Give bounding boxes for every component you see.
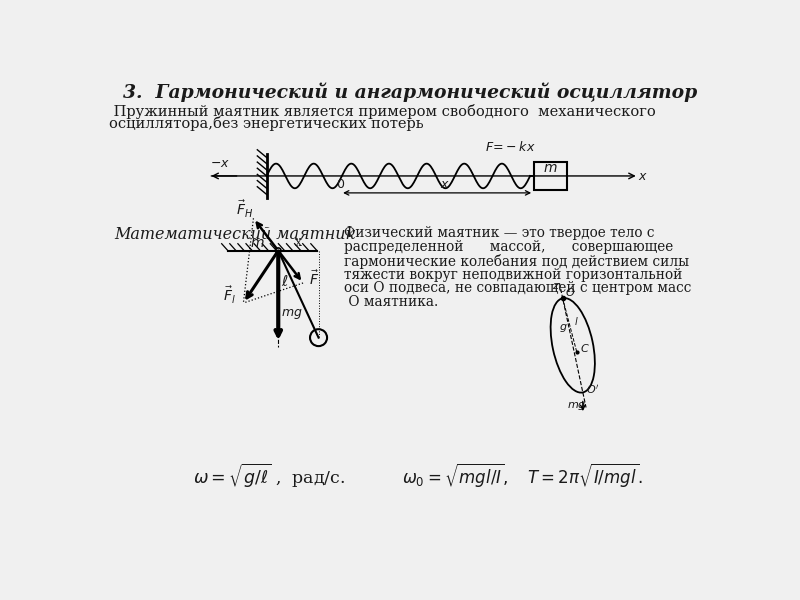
Text: $mg$: $mg$: [282, 307, 303, 321]
Circle shape: [275, 248, 281, 253]
Text: $C$: $C$: [581, 341, 590, 353]
Text: O маятника.: O маятника.: [344, 295, 438, 310]
Text: распределенной      массой,      совершающее: распределенной массой, совершающее: [344, 240, 674, 254]
Text: Пружинный маятник является примером свободного  механического: Пружинный маятник является примером своб…: [110, 104, 656, 119]
Text: $F\!=\!-kx$: $F\!=\!-kx$: [486, 140, 536, 154]
Text: $m$: $m$: [543, 161, 558, 175]
Text: осциллятора,без энергетических потерь: осциллятора,без энергетических потерь: [110, 116, 424, 131]
Bar: [534, 162, 566, 190]
Text: $\vec{F}_l$: $\vec{F}_l$: [223, 285, 236, 306]
Text: $m$: $m$: [250, 236, 264, 250]
Text: $\ell$: $\ell$: [281, 274, 288, 289]
Text: гармонические колебания под действием силы: гармонические колебания под действием си…: [344, 254, 690, 269]
Text: x: x: [295, 236, 302, 249]
Text: $-x$: $-x$: [210, 157, 230, 170]
Text: тяжести вокруг неподвижной горизонтальной: тяжести вокруг неподвижной горизонтально…: [344, 268, 682, 281]
Text: 3.  Гармонический и ангармонический осциллятор: 3. Гармонический и ангармонический осцил…: [123, 82, 697, 101]
Text: $\vec{F}_H$: $\vec{F}_H$: [235, 199, 253, 220]
Circle shape: [310, 329, 327, 346]
Text: $x$: $x$: [638, 170, 647, 183]
Text: $O$: $O$: [565, 286, 575, 298]
Text: $g$: $g$: [558, 322, 567, 334]
Ellipse shape: [550, 298, 595, 392]
Text: $l$: $l$: [574, 315, 578, 327]
Text: $\vec{F}$: $\vec{F}$: [310, 269, 319, 287]
Text: $mg$: $mg$: [567, 400, 586, 412]
Text: $\omega_0 = \sqrt{mgl/I},$$\quad T = 2\pi\sqrt{I/mgl}.$: $\omega_0 = \sqrt{mgl/I},$$\quad T = 2\p…: [402, 462, 642, 490]
Text: $0$: $0$: [336, 178, 345, 191]
Text: $O'$: $O'$: [586, 383, 599, 396]
Text: Физический маятник — это твердое тело с: Физический маятник — это твердое тело с: [344, 226, 654, 240]
Text: $z$: $z$: [552, 281, 560, 291]
Text: оси O подвеса, не совпадающей с центром масс: оси O подвеса, не совпадающей с центром …: [344, 281, 691, 295]
Text: $\omega = \sqrt{g/\ell}$ ,  рад/с.: $\omega = \sqrt{g/\ell}$ , рад/с.: [193, 462, 346, 490]
Text: Математический маятник: Математический маятник: [114, 226, 355, 243]
Text: $x$: $x$: [440, 178, 450, 191]
